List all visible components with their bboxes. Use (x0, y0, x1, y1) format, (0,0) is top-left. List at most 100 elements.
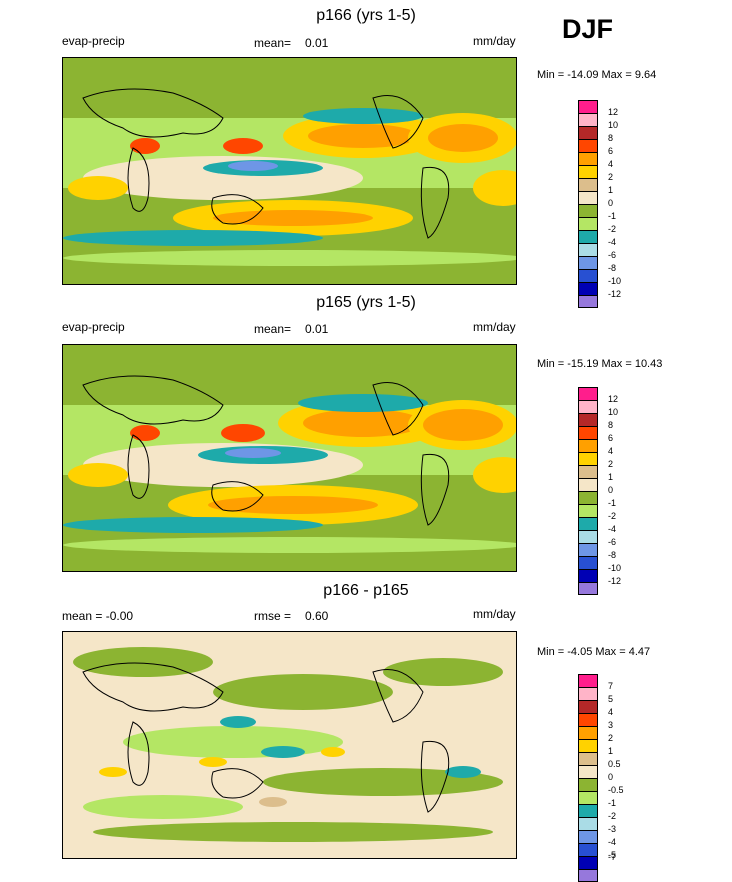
colorbar-tick-label: -3 (608, 824, 617, 834)
colorbar-tick-label: 4 (608, 446, 614, 456)
panel-3-units: mm/day (473, 607, 516, 621)
colorbar-tick-label: -4 (608, 837, 617, 847)
colorbar-tick-label: 1 (608, 746, 614, 756)
colorbar-tick-label: 10 (608, 407, 619, 417)
colorbar-box (578, 413, 598, 426)
colorbar-box (578, 178, 598, 191)
colorbar-box (578, 517, 598, 530)
panel-3-title: p166 - p165 (323, 582, 409, 599)
panel-2-stat-value: 0.01 (305, 322, 329, 336)
panel-1-variable-label: evap-precip (62, 34, 125, 48)
colorbar-box (578, 113, 598, 126)
panel-3-mean-label: mean = -0.00 (62, 609, 134, 623)
colorbar-tick-label: -7 (608, 852, 617, 862)
colorbar-tick-label: -2 (608, 811, 617, 821)
colorbar-box (578, 400, 598, 413)
panel-1-minmax: Min = -14.09 Max = 9.64 (537, 69, 657, 81)
colorbar-box (578, 869, 598, 882)
colorbar-box (578, 152, 598, 165)
colorbar-box (578, 230, 598, 243)
colorbar-box (578, 504, 598, 517)
colorbar-box (578, 843, 598, 856)
colorbar-box (578, 856, 598, 869)
colorbar-box (578, 830, 598, 843)
colorbar-tick-label: 7 (608, 681, 614, 691)
colorbar-tick-label: 2 (608, 733, 614, 743)
panel-2-units: mm/day (473, 320, 516, 334)
colorbar-tick-label: 5 (608, 694, 614, 704)
colorbar-tick-label: 8 (608, 133, 614, 143)
colorbar-tick-label: 3 (608, 720, 614, 730)
colorbar-box (578, 804, 598, 817)
colorbar-box (578, 269, 598, 282)
colorbar-tick-label: -6 (608, 537, 617, 547)
colorbar-tick-label: -10 (608, 563, 622, 573)
colorbar-box (578, 530, 598, 543)
panel-2-map (62, 344, 517, 572)
colorbar-tick-label: 1 (608, 472, 614, 482)
colorbar-tick-label: 2 (608, 459, 614, 469)
panel-3-minmax: Min = -4.05 Max = 4.47 (537, 646, 651, 658)
colorbar-box (578, 139, 598, 152)
panel-2-stat-label: mean= (254, 322, 292, 336)
colorbar-tick-label: 4 (608, 707, 614, 717)
colorbar-tick-label: 0 (608, 772, 614, 782)
colorbar-box (578, 452, 598, 465)
colorbar-tick-label: -1 (608, 211, 617, 221)
colorbar-tick-label: 0 (608, 198, 614, 208)
panel-3-stat-label: rmse = (254, 609, 292, 623)
colorbar-box (578, 126, 598, 139)
colorbar-box (578, 295, 598, 308)
colorbar-tick-label: 0 (608, 485, 614, 495)
colorbar-tick-label: 6 (608, 146, 614, 156)
colorbar-box (578, 817, 598, 830)
colorbar-tick-label: -5 (608, 850, 617, 860)
panel-1-units: mm/day (473, 34, 516, 48)
colorbar-box (578, 687, 598, 700)
colorbar-box (578, 713, 598, 726)
colorbar-box (578, 439, 598, 452)
colorbar-tick-label: -8 (608, 263, 617, 273)
colorbar-tick-label: -2 (608, 224, 617, 234)
colorbar-box (578, 739, 598, 752)
colorbar-box (578, 243, 598, 256)
colorbar-tick-label: -10 (608, 276, 622, 286)
season-label: DJF (562, 14, 614, 44)
colorbar-tick-label: 6 (608, 433, 614, 443)
panel-1-stat-value: 0.01 (305, 36, 329, 50)
colorbar-box (578, 752, 598, 765)
colorbar-box (578, 204, 598, 217)
colorbar-tick-label: -12 (608, 576, 622, 586)
colorbar-box (578, 465, 598, 478)
panel-2-minmax: Min = -15.19 Max = 10.43 (537, 358, 663, 370)
colorbar-tick-label: -6 (608, 250, 617, 260)
panel-1-map (62, 57, 517, 285)
panel-1-colorbar (578, 100, 598, 308)
panel-3-stat-value: 0.60 (305, 609, 329, 623)
colorbar-box (578, 569, 598, 582)
colorbar-box (578, 700, 598, 713)
panel-2-title: p165 (yrs 1-5) (316, 294, 416, 311)
colorbar-box (578, 191, 598, 204)
colorbar-box (578, 778, 598, 791)
colorbar-tick-label: 12 (608, 394, 619, 404)
colorbar-box (578, 387, 598, 400)
colorbar-tick-label: 1 (608, 185, 614, 195)
panel-3-colorbar (578, 674, 598, 882)
colorbar-tick-label: -2 (608, 511, 617, 521)
colorbar-box (578, 491, 598, 504)
colorbar-tick-label: -0.5 (608, 785, 624, 795)
colorbar-box (578, 282, 598, 295)
colorbar-box (578, 556, 598, 569)
colorbar-box (578, 765, 598, 778)
colorbar-box (578, 478, 598, 491)
colorbar-tick-label: 12 (608, 107, 619, 117)
panel-2-variable-label: evap-precip (62, 320, 125, 334)
colorbar-tick-label: 10 (608, 120, 619, 130)
panel-2-colorbar (578, 387, 598, 595)
colorbar-box (578, 674, 598, 687)
colorbar-tick-label: -4 (608, 237, 617, 247)
colorbar-box (578, 426, 598, 439)
colorbar-tick-label: -12 (608, 289, 622, 299)
colorbar-box (578, 791, 598, 804)
